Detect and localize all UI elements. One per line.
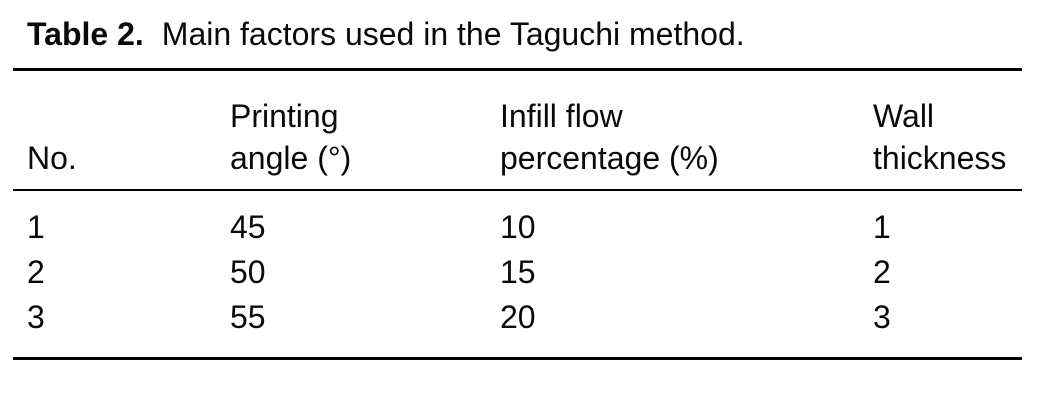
column-header-no: No. bbox=[27, 137, 230, 179]
table-caption: Table 2. Main factors used in the Taguchi… bbox=[13, 0, 1022, 68]
cell-no: 1 bbox=[27, 209, 45, 245]
column-header-line: Infill flow bbox=[500, 98, 623, 134]
cell-infill-flow-percentage: 10 bbox=[500, 209, 536, 245]
column-header-printing-angle: Printing angle (°) bbox=[230, 95, 500, 179]
rule-mid bbox=[13, 189, 1022, 191]
column-header-line: Wall bbox=[873, 98, 935, 134]
table-row: 1 45 10 1 bbox=[13, 205, 1022, 250]
table-row: 2 50 15 2 bbox=[13, 250, 1022, 295]
cell-printing-angle: 45 bbox=[230, 209, 266, 245]
cell-printing-angle: 55 bbox=[230, 299, 266, 335]
column-header-wall-thickness: Wall thickness bbox=[873, 95, 1022, 179]
cell-wall-thickness: 3 bbox=[873, 299, 891, 335]
column-header-line: angle (°) bbox=[230, 140, 352, 176]
table-header-row: No. Printing angle (°) Infill flow perce… bbox=[13, 71, 1022, 189]
column-header-infill-flow-percentage: Infill flow percentage (%) bbox=[500, 95, 873, 179]
table-label: Table 2. bbox=[27, 16, 144, 52]
cell-no: 3 bbox=[27, 299, 45, 335]
table-caption-text: Main factors used in the Taguchi method. bbox=[161, 16, 745, 52]
cell-wall-thickness: 1 bbox=[873, 209, 891, 245]
cell-wall-thickness: 2 bbox=[873, 254, 891, 290]
rule-bottom bbox=[13, 357, 1022, 360]
table-row: 3 55 20 3 bbox=[13, 295, 1022, 340]
cell-infill-flow-percentage: 20 bbox=[500, 299, 536, 335]
column-header-line: percentage (%) bbox=[500, 140, 719, 176]
cell-infill-flow-percentage: 15 bbox=[500, 254, 536, 290]
table-body: 1 45 10 1 2 50 15 2 3 55 20 3 bbox=[13, 191, 1022, 340]
table-container: Table 2. Main factors used in the Taguchi… bbox=[13, 0, 1022, 360]
rule-top bbox=[13, 68, 1022, 71]
cell-printing-angle: 50 bbox=[230, 254, 266, 290]
cell-no: 2 bbox=[27, 254, 45, 290]
column-header-line: Printing bbox=[230, 98, 339, 134]
column-header-line: No. bbox=[27, 140, 77, 176]
column-header-line: thickness bbox=[873, 140, 1007, 176]
